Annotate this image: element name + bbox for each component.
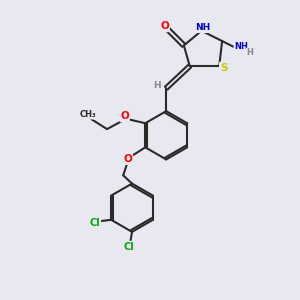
Text: O: O [123, 154, 132, 164]
Text: H: H [247, 48, 254, 57]
Text: S: S [220, 63, 227, 73]
Text: Cl: Cl [124, 242, 134, 252]
Text: O: O [160, 21, 169, 31]
Text: Cl: Cl [90, 218, 100, 228]
Text: O: O [120, 111, 129, 122]
Text: H: H [153, 81, 160, 90]
Text: NH: NH [234, 42, 248, 51]
Text: CH₃: CH₃ [80, 110, 96, 119]
Text: NH: NH [195, 23, 211, 32]
